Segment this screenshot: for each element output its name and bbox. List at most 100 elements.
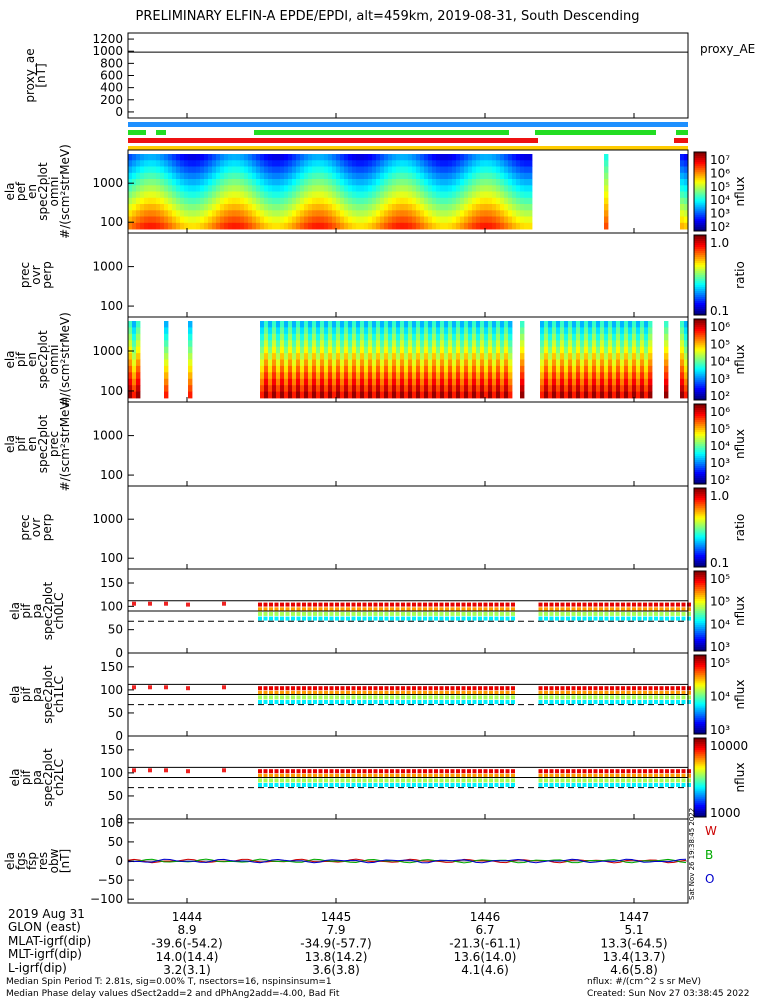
heatmap-cell: [216, 172, 221, 180]
pa-cell: [434, 690, 438, 695]
heatmap-cell: [472, 179, 477, 186]
pa-cell: [648, 686, 653, 691]
pa-cell: [483, 690, 488, 695]
heatmap-cell: [324, 365, 329, 373]
heatmap-cell: [444, 365, 449, 373]
heatmap-cell: [636, 346, 641, 354]
pa-cell: [351, 695, 356, 700]
heatmap-cell: [604, 340, 609, 348]
colorbar-cell: [694, 547, 706, 550]
heatmap-cell: [520, 346, 525, 354]
colorbar-cell: [694, 623, 706, 626]
pa-cell: [643, 695, 647, 700]
heatmap-cell: [440, 197, 445, 205]
heatmap-cell: [580, 378, 585, 386]
heatmap-cell: [460, 372, 465, 380]
heatmap-cell: [376, 353, 381, 360]
heatmap-cell: [508, 191, 513, 199]
heatmap-cell: [368, 365, 373, 373]
heatmap-cell: [252, 179, 257, 186]
heatmap-cell: [208, 210, 213, 217]
heatmap-cell: [544, 372, 549, 380]
heatmap-cell: [616, 365, 621, 373]
heatmap-cell: [452, 172, 457, 180]
heatmap-cell: [572, 321, 577, 328]
pa-cell: [412, 783, 416, 787]
heatmap-cell: [304, 359, 309, 367]
heatmap-cell: [512, 172, 517, 180]
pa-cell: [582, 700, 587, 704]
pa-cell: [401, 611, 405, 616]
pa-cell: [687, 778, 691, 783]
heatmap-cell: [612, 385, 617, 392]
heatmap-cell: [216, 204, 221, 211]
pa-cell: [483, 783, 488, 787]
heatmap-cell: [184, 197, 189, 205]
heatmap-cell: [444, 160, 449, 167]
heatmap-cell: [292, 385, 297, 392]
heatmap-cell: [520, 172, 525, 180]
pa-cell: [346, 602, 350, 607]
heatmap-cell: [560, 353, 565, 360]
heatmap-cell: [472, 346, 477, 354]
pa-cell: [307, 783, 312, 787]
colorbar-cell: [694, 424, 706, 427]
heatmap-cell: [328, 359, 333, 367]
heatmap-cell: [432, 359, 437, 367]
heatmap-cell: [444, 185, 449, 192]
heatmap-cell: [412, 321, 417, 328]
colorbar-cell: [694, 529, 706, 532]
heatmap-cell: [404, 385, 409, 392]
colorbar-cell: [694, 227, 706, 230]
heatmap-cell: [296, 327, 301, 335]
heatmap-cell: [440, 340, 445, 348]
colorbar-cell: [694, 319, 706, 322]
heatmap-cell: [444, 385, 449, 392]
heatmap-cell: [244, 204, 249, 211]
pa-cell: [648, 773, 653, 778]
ytick-label: 1000: [92, 512, 123, 526]
heatmap-cell: [624, 353, 629, 360]
pa-cell: [494, 616, 499, 621]
ylabel-line: en: [25, 352, 39, 367]
heatmap-cell: [264, 372, 269, 380]
heatmap-cell: [140, 160, 145, 167]
heatmap-cell: [504, 204, 509, 211]
heatmap-cell: [464, 191, 469, 199]
heatmap-cell: [368, 378, 373, 386]
colorbar-cell: [694, 307, 706, 310]
pa-cell: [335, 611, 339, 616]
heatmap-cell: [524, 160, 529, 167]
heatmap-cell: [408, 166, 413, 174]
pa-cell: [582, 695, 587, 700]
heatmap-cell: [480, 353, 485, 360]
heatmap-cell: [552, 333, 557, 341]
colorbar-cell: [694, 175, 706, 179]
pa-cell: [604, 695, 609, 700]
pa-cell: [412, 700, 416, 704]
heatmap-cell: [260, 179, 265, 186]
heatmap-cell: [404, 179, 409, 186]
heatmap-cell: [332, 353, 337, 360]
pa-cell: [599, 616, 603, 621]
heatmap-cell: [312, 166, 317, 174]
heatmap-cell: [500, 365, 505, 373]
pa-cell: [588, 695, 592, 700]
heatmap-cell: [484, 359, 489, 367]
heatmap-cell: [492, 378, 497, 386]
heatmap-cell: [576, 365, 581, 373]
colorbar-cell: [694, 432, 706, 435]
pa-cell: [643, 700, 647, 704]
pa-cell: [329, 686, 334, 691]
colorbar-cell: [694, 359, 706, 362]
heatmap-cell: [304, 166, 309, 174]
heatmap-cell: [448, 166, 453, 174]
colorbar-cell: [694, 755, 706, 759]
ylabel-line: omni: [47, 345, 61, 375]
heatmap-cell: [164, 222, 169, 230]
heatmap-cell: [288, 197, 293, 205]
pa-cell: [511, 611, 515, 616]
heatmap-cell: [432, 333, 437, 341]
heatmap-cell: [372, 204, 377, 211]
colorbar-cell: [694, 187, 706, 191]
